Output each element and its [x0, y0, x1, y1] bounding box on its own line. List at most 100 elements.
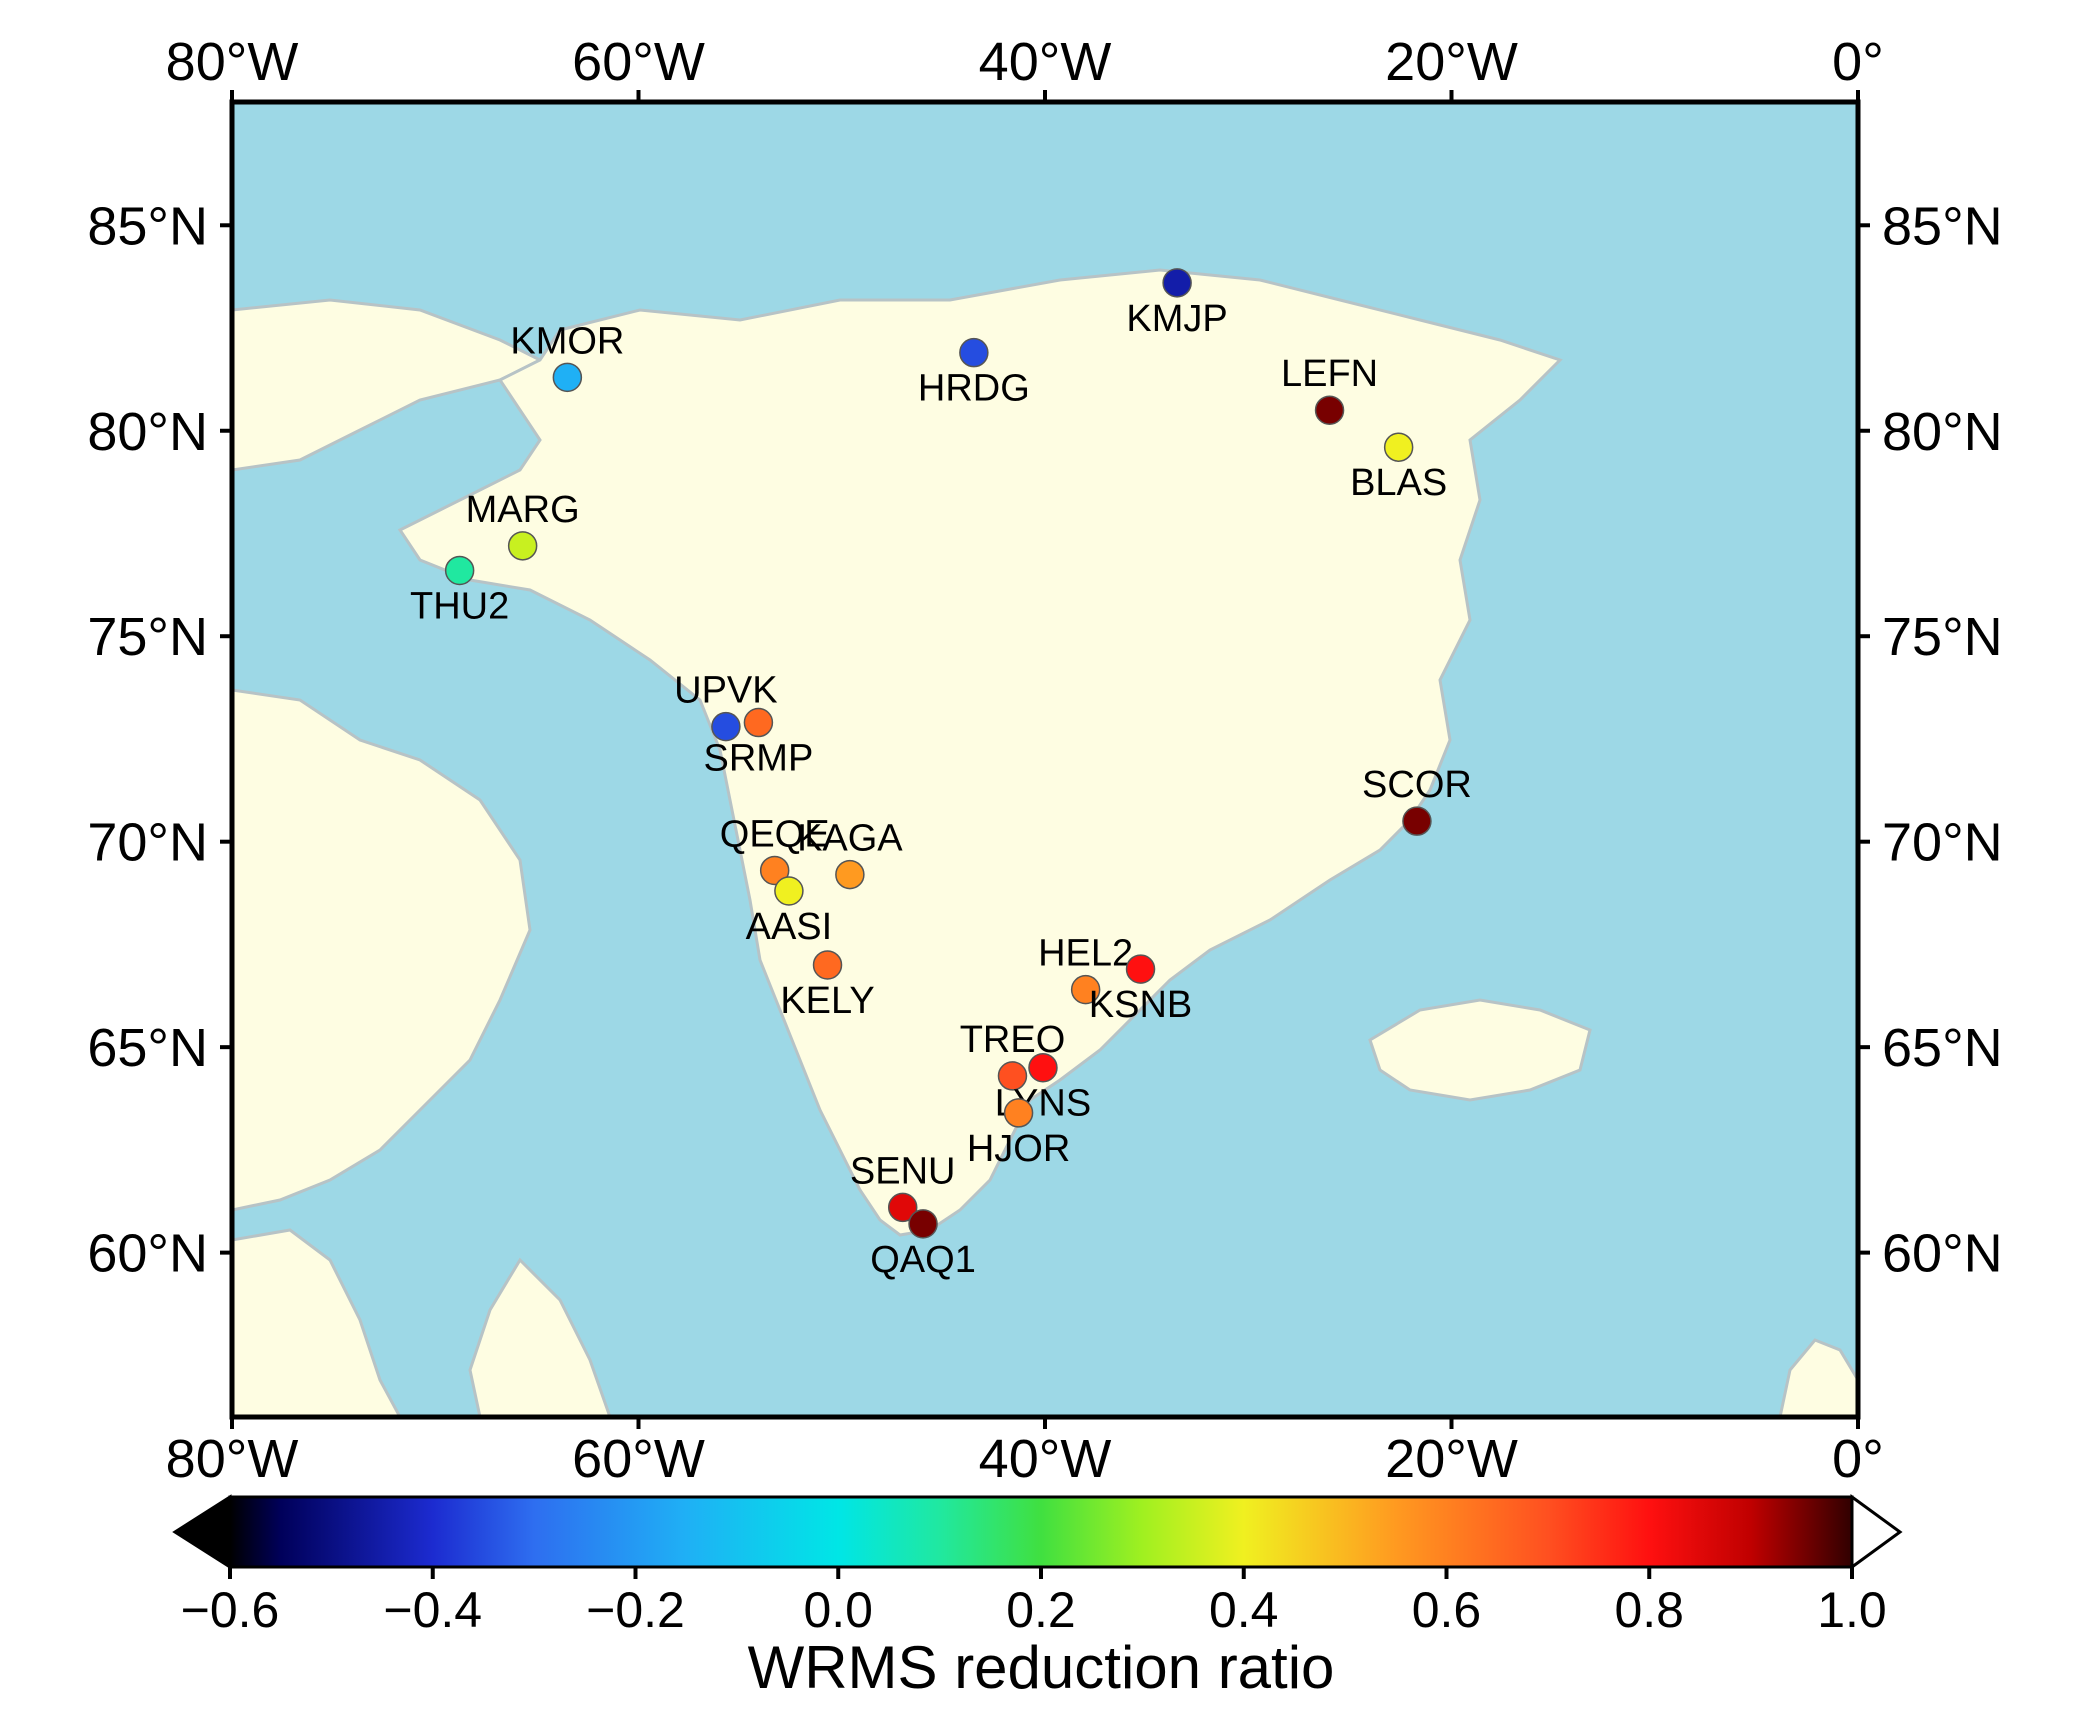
- land-canada-baffin: [232, 688, 532, 1212]
- y-tick-label-right: 60°N: [1882, 1224, 2003, 1284]
- colorbar: −0.6 −0.4 −0.2 0.0 0.2 0.4 0.6 0.8 1.0 WRMS redu…: [172, 1494, 1903, 1701]
- station-marker: [887, 1192, 918, 1223]
- x-tick-label-top: 20°W: [1385, 32, 1518, 92]
- colorbar-tick-label: −0.4: [383, 1582, 482, 1638]
- station-marker: [711, 711, 741, 742]
- station-hel2: HEL2: [1038, 933, 1133, 1005]
- y-tick-label-right: 80°N: [1882, 402, 2003, 462]
- station-srmp: SRMP: [704, 707, 814, 780]
- station-label: KMOR: [510, 320, 624, 362]
- station-label: SCOR: [1362, 764, 1472, 806]
- station-marker: [1402, 806, 1432, 836]
- station-label: HJOR: [967, 1128, 1070, 1170]
- station-label: HEL2: [1038, 933, 1133, 975]
- station-marker: [959, 337, 989, 368]
- x-tick-label-top: 0°: [1832, 32, 1884, 92]
- station-label: KSNB: [1089, 984, 1192, 1026]
- y-tick-label-right: 65°N: [1882, 1018, 2003, 1078]
- station-blas: BLAS: [1350, 432, 1447, 504]
- station-label: KMJP: [1126, 298, 1227, 340]
- station-kmor: KMOR: [510, 320, 624, 393]
- x-tick-label-bottom: 20°W: [1385, 1429, 1518, 1489]
- station-thu2: THU2: [410, 555, 509, 627]
- colorbar-tick-label: −0.6: [181, 1582, 280, 1638]
- station-marker: [812, 950, 843, 980]
- station-label: SRMP: [704, 738, 814, 780]
- station-marg: MARG: [466, 489, 580, 561]
- y-tick-label-left: 85°N: [87, 196, 208, 256]
- y-tick-label-right: 85°N: [1882, 196, 2003, 256]
- colorbar-extend-low: [172, 1494, 232, 1570]
- station-label: BLAS: [1350, 462, 1447, 504]
- station-qeqe: QEQE: [720, 813, 830, 886]
- station-marker: [1162, 268, 1192, 298]
- x-tick-label-top: 40°W: [979, 32, 1112, 92]
- colorbar-tick-label: 0.8: [1614, 1582, 1684, 1638]
- station-label: KAGA: [797, 818, 903, 860]
- colorbar-tick-label: 1.0: [1817, 1582, 1887, 1638]
- station-hjor: HJOR: [967, 1098, 1070, 1170]
- station-scor: SCOR: [1362, 764, 1472, 836]
- station-hrdg: HRDG: [918, 337, 1030, 410]
- colorbar-bar: [228, 1495, 1854, 1569]
- map-axis-ticks: [220, 90, 1870, 1429]
- colorbar-tick-label: 0.2: [1006, 1582, 1076, 1638]
- station-kmjp: KMJP: [1126, 268, 1228, 340]
- station-marker: [507, 531, 538, 561]
- land-labrador: [468, 1257, 612, 1417]
- station-marker: [1383, 432, 1414, 462]
- station-treo: TREO: [960, 1019, 1065, 1091]
- station-marker: [1070, 974, 1101, 1005]
- land-scotland: [1778, 1338, 1858, 1417]
- station-marker: [835, 859, 865, 890]
- y-tick-label-left: 70°N: [87, 813, 208, 873]
- station-marker: [1003, 1098, 1034, 1128]
- x-tick-label-bottom: 60°W: [572, 1429, 705, 1489]
- station-kely: KELY: [780, 950, 875, 1022]
- colorbar-tick-label: −0.2: [586, 1582, 685, 1638]
- land-iceland: [1368, 998, 1592, 1102]
- station-marker: [908, 1209, 938, 1239]
- station-marker: [743, 707, 774, 738]
- station-lefn: LEFN: [1281, 353, 1378, 425]
- y-tick-label-right: 70°N: [1882, 813, 2003, 873]
- y-tick-label-left: 80°N: [87, 402, 208, 462]
- station-marker: [774, 876, 804, 906]
- x-tick-label-bottom: 80°W: [166, 1429, 299, 1489]
- colorbar-title: WRMS reduction ratio: [748, 1634, 1335, 1701]
- station-label: KELY: [780, 980, 874, 1022]
- colorbar-tick-label: 0.0: [803, 1582, 873, 1638]
- station-marker: [552, 362, 583, 393]
- x-tick-label-bottom: 0°: [1832, 1429, 1884, 1489]
- station-aasi: AASI: [746, 876, 832, 948]
- station-marker: [1028, 1052, 1058, 1083]
- colorbar-extend-high: [1850, 1494, 1903, 1570]
- y-tick-label-left: 65°N: [87, 1018, 208, 1078]
- station-label: LEFN: [1281, 353, 1378, 395]
- x-tick-label-bottom: 40°W: [979, 1429, 1112, 1489]
- y-tick-label-right: 75°N: [1882, 607, 2003, 667]
- x-tick-label-top: 80°W: [166, 32, 299, 92]
- station-marker: [759, 855, 790, 886]
- station-senu: SENU: [850, 1150, 956, 1223]
- station-marker: [997, 1061, 1028, 1091]
- x-tick-label-top: 60°W: [572, 32, 705, 92]
- station-label: MARG: [466, 489, 580, 531]
- station-label: SENU: [850, 1150, 956, 1192]
- map-panel: 80°W 80°W 60°W 60°W 40°W 40°W 20°W 20°W 0° 0° 85°N…: [87, 32, 2002, 1489]
- station-markers: KMJP KMOR HRDG LEFN BLAS MARG THU2 UPVK SRMP SCOR…: [410, 268, 1472, 1281]
- station-qaq1: QAQ1: [870, 1209, 976, 1281]
- station-label: QEQE: [720, 813, 830, 855]
- colorbar-tick-label: 0.6: [1412, 1582, 1482, 1638]
- colorbar-ticks: −0.6 −0.4 −0.2 0.0 0.2 0.4 0.6 0.8 1.0: [181, 1567, 1887, 1638]
- colorbar-tick-label: 0.4: [1209, 1582, 1279, 1638]
- station-label: QAQ1: [870, 1239, 976, 1281]
- station-upvk: UPVK: [674, 670, 778, 742]
- y-tick-label-left: 75°N: [87, 607, 208, 667]
- station-label: THU2: [410, 585, 509, 627]
- station-label: HRDG: [918, 368, 1030, 410]
- station-marker: [1125, 954, 1156, 984]
- map-axis-tick-labels: 80°W 80°W 60°W 60°W 40°W 40°W 20°W 20°W 0° 0° 85°N…: [87, 32, 2002, 1489]
- station-kaga: KAGA: [797, 818, 903, 890]
- station-marker: [1314, 395, 1345, 425]
